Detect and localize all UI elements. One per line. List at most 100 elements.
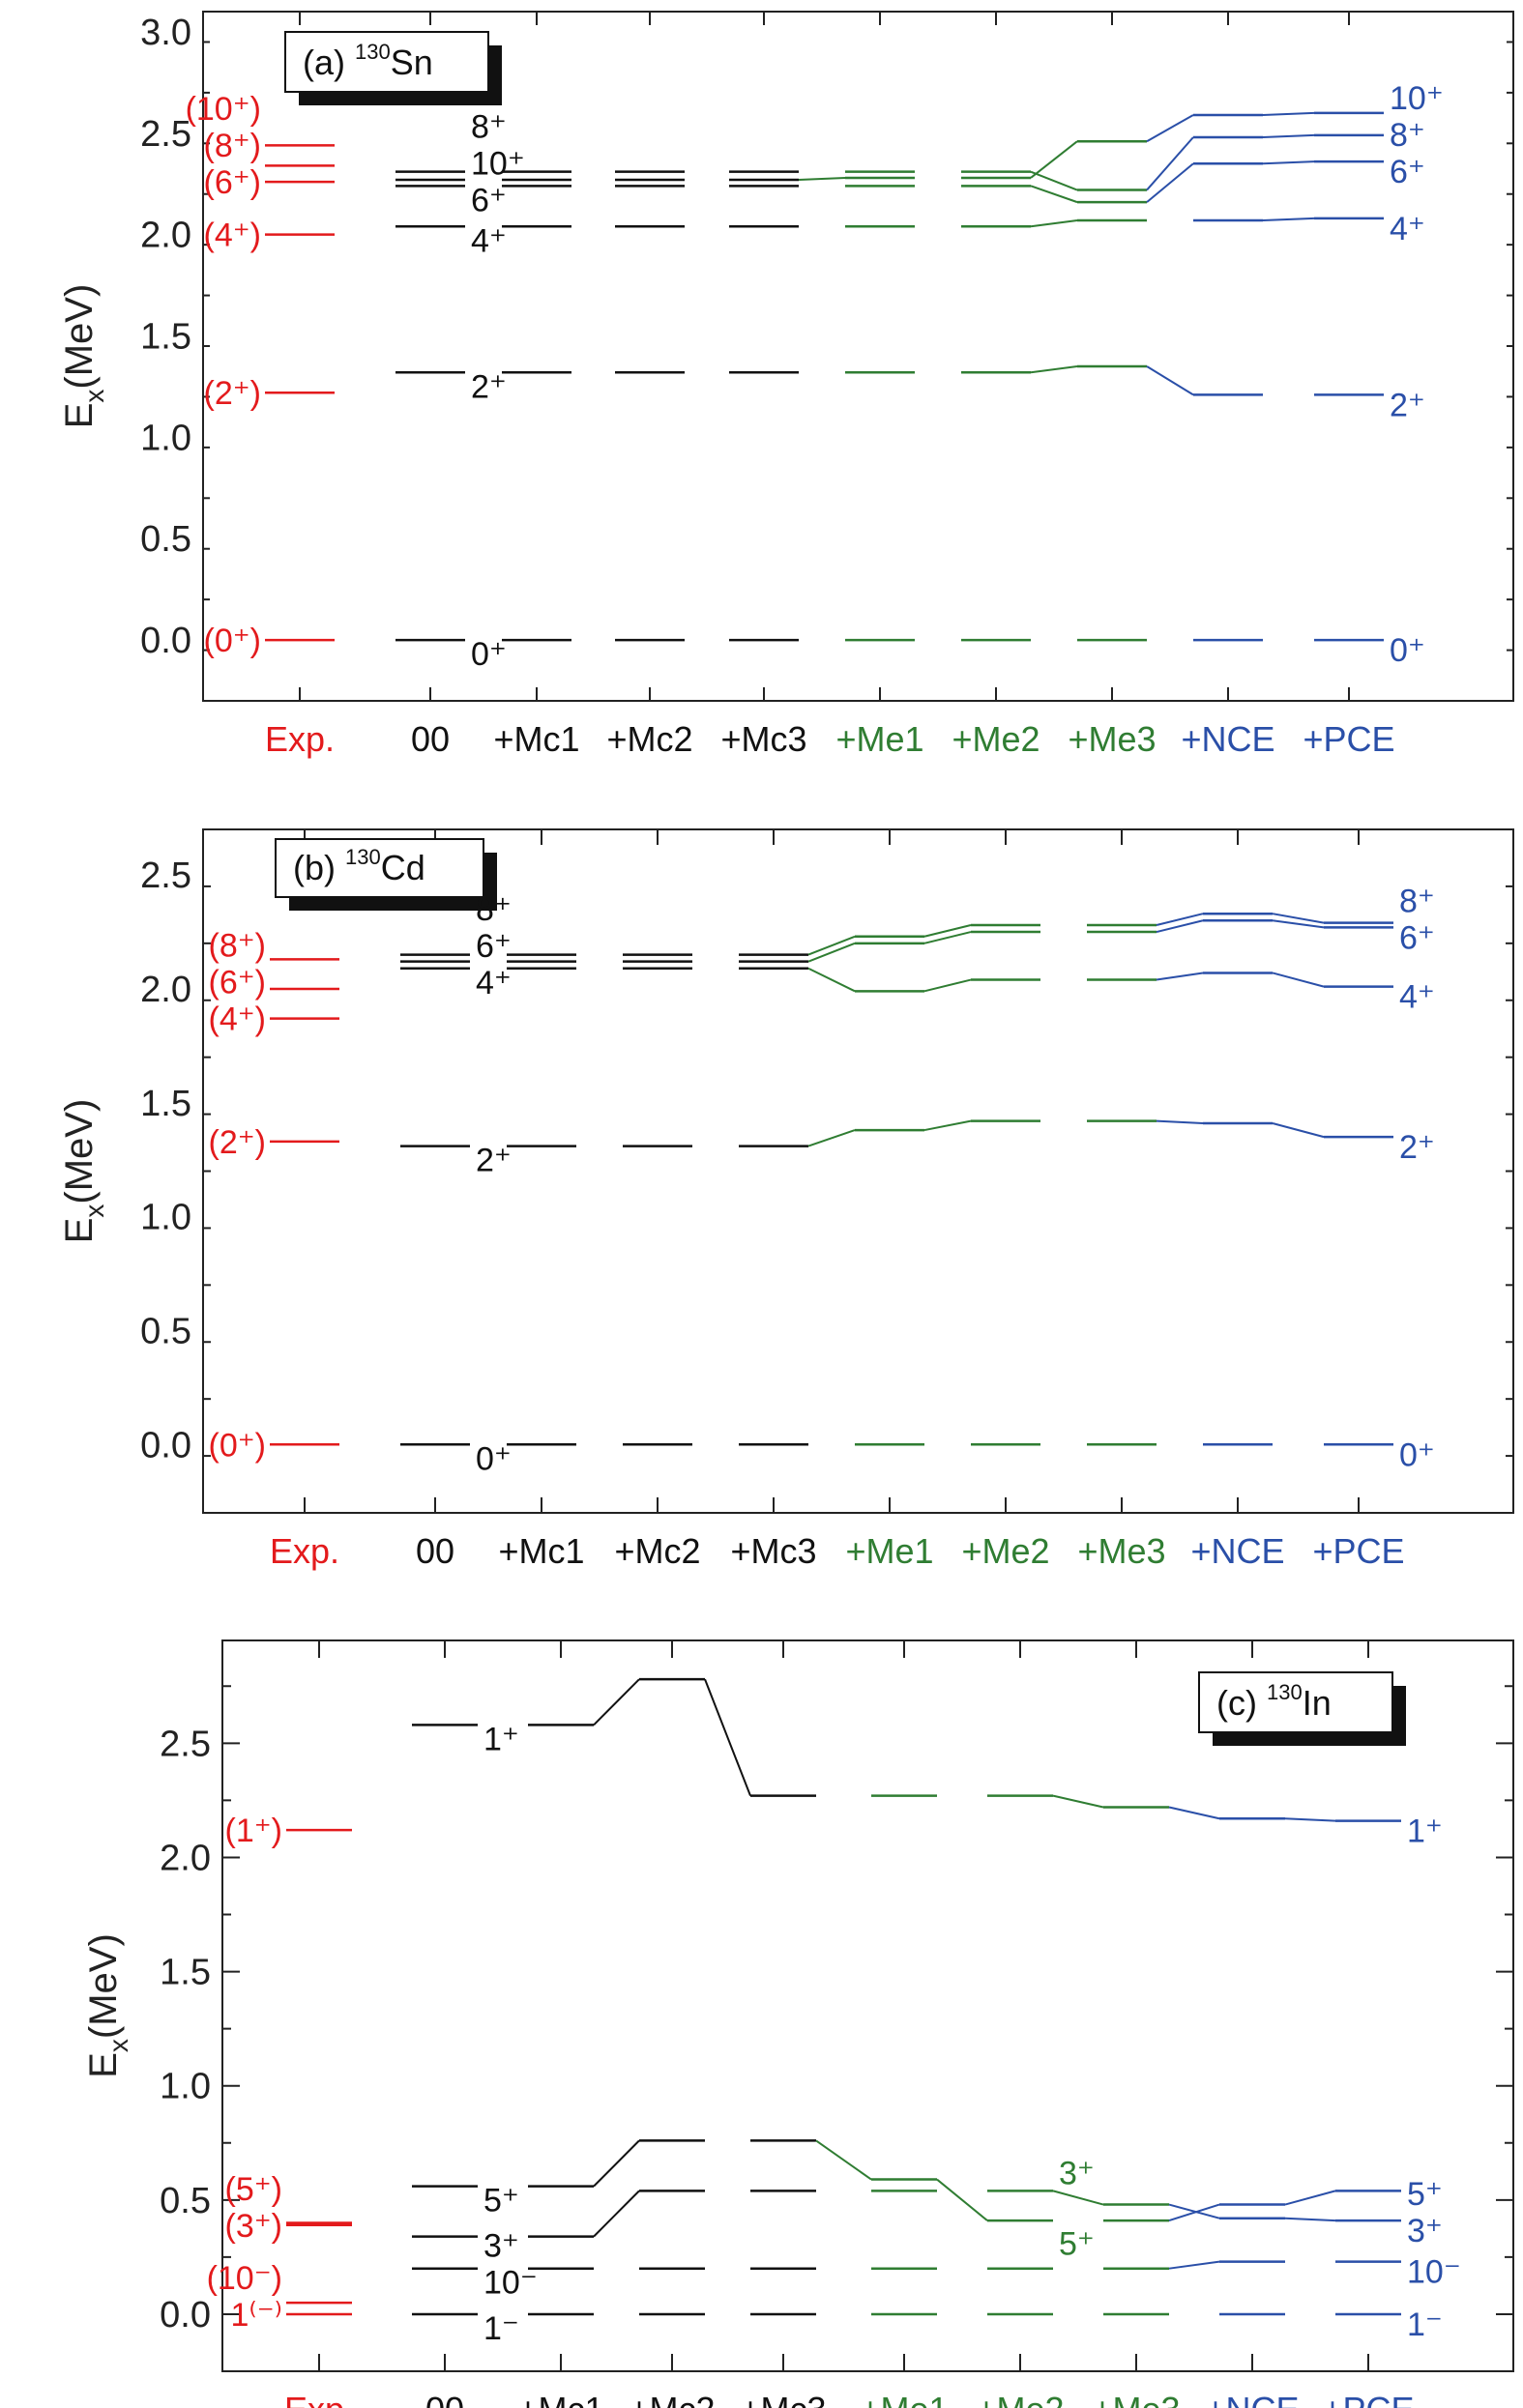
calc-level-label: 6⁺ (476, 928, 512, 965)
y-tick-label: 1.5 (140, 317, 191, 358)
level-connector (1030, 170, 1078, 191)
level-connector (1262, 133, 1315, 139)
plot-frame (202, 11, 1514, 702)
x-category-label: +NCE (1190, 1531, 1284, 1571)
level-connector (1052, 1794, 1104, 1809)
level-connector (1272, 913, 1325, 924)
calc-level-label: 2⁺ (471, 368, 507, 405)
exp-level-label: (5⁺) (225, 2171, 283, 2208)
panel-cd: 0.0 0.5 1.0 1.5 2.0 2.5 Ex(MeV) Exp. 00 +Mc1 +Mc2 +… (58, 828, 1514, 1571)
level-connector (704, 1678, 751, 1797)
level-connector (1272, 972, 1325, 988)
panel-in: 0.0 0.5 1.0 1.5 2.0 2.5 Ex(MeV) Exp. 00 +Mc1 +Mc2 +… (82, 1639, 1514, 2408)
level-connector (1284, 1817, 1336, 1822)
exp-level-label: (4⁺) (204, 218, 262, 254)
right-level-label: 0⁺ (1399, 1436, 1435, 1473)
x-category-label: +Me3 (1092, 2390, 1180, 2408)
y-tick-label: 1.5 (140, 1084, 191, 1124)
exp-level-label: 1⁽⁻⁾ (230, 2297, 282, 2334)
calc-level-label: 0⁺ (471, 636, 507, 673)
level-connector (815, 2139, 872, 2181)
x-category-label: +Me2 (976, 2390, 1064, 2408)
y-tick-label: 1.0 (160, 2067, 211, 2107)
calc-level-label: 4⁺ (471, 222, 507, 259)
right-level-label: 1⁺ (1407, 1813, 1443, 1850)
level-connector (1156, 919, 1204, 934)
panel-title: (b) 130Cd (293, 845, 425, 887)
right-level-label: 6⁺ (1399, 919, 1435, 956)
exp-level-label: (10⁻) (207, 2260, 282, 2297)
calc-level-label: 1⁺ (483, 1721, 519, 1757)
calc-level-label: 5⁺ (483, 2183, 519, 2219)
level-connector (593, 2139, 640, 2188)
right-level-label: 10⁻ (1407, 2254, 1461, 2291)
level-connector (1284, 2217, 1336, 2222)
level-connector (923, 924, 972, 938)
level-connector (798, 176, 846, 182)
y-axis-label: Ex(MeV) (58, 284, 109, 429)
right-level-label: 0⁺ (1390, 632, 1425, 669)
y-tick-label: 2.0 (160, 1838, 211, 1878)
exp-level-label: (6⁺) (209, 965, 267, 1001)
mid-level-label: 3⁺ (1059, 2155, 1095, 2191)
level-connector (1146, 114, 1194, 143)
x-category-label: +Mc3 (740, 2390, 826, 2408)
x-category-label: +PCE (1312, 1531, 1404, 1571)
y-tick-label: 2.5 (140, 856, 191, 896)
y-tick-label: 2.5 (160, 1724, 211, 1764)
right-level-label: 8⁺ (1390, 117, 1425, 154)
exp-level-label: (4⁺) (209, 1001, 267, 1038)
level-connector (1262, 111, 1315, 116)
exp-level-label: (2⁺) (209, 1124, 267, 1161)
calc-level-label: 0⁺ (476, 1440, 512, 1477)
y-axis-label: Ex(MeV) (82, 1933, 133, 2078)
y-tick-label: 0.5 (160, 2181, 211, 2221)
x-category-label: +Mc1 (498, 1531, 584, 1571)
level-connector (923, 931, 972, 944)
plot-frame (202, 828, 1514, 1514)
calc-level-label: 8⁺ (471, 108, 507, 145)
level-connector (1030, 140, 1078, 179)
exp-level-label: (0⁺) (204, 623, 262, 659)
exp-level-label: (2⁺) (204, 375, 262, 412)
y-tick-label: 1.0 (140, 418, 191, 458)
level-connector (1146, 136, 1194, 191)
right-level-label: 10⁺ (1390, 80, 1444, 117)
x-category-label: +Mc3 (720, 719, 806, 759)
x-category-label: +Mc1 (517, 2390, 603, 2408)
level-connector (593, 2190, 640, 2238)
title-box (1198, 1671, 1393, 1733)
exp-level-label: (6⁺) (204, 164, 262, 201)
calc-level-label: 10⁻ (483, 2265, 538, 2302)
right-level-label: 6⁺ (1390, 154, 1425, 190)
level-connector (1146, 365, 1194, 396)
x-category-label: +Mc1 (493, 719, 579, 759)
right-level-label: 4⁺ (1390, 211, 1425, 247)
right-level-label: 5⁺ (1407, 2176, 1443, 2213)
level-connector (923, 978, 972, 993)
level-connector (1168, 2203, 1220, 2222)
right-level-label: 1⁻ (1407, 2306, 1443, 2343)
y-tick-label: 0.5 (140, 1311, 191, 1351)
y-tick-label: 1.5 (160, 1953, 211, 1993)
exp-level-label: (3⁺) (225, 2208, 283, 2245)
right-level-label: 2⁺ (1399, 1129, 1435, 1166)
x-category-label: +Me2 (961, 1531, 1049, 1571)
y-tick-label: 0.0 (140, 621, 191, 661)
title-box (275, 838, 484, 898)
x-category-label: 00 (411, 719, 450, 759)
level-connector (1156, 913, 1204, 926)
level-connector (1272, 919, 1325, 929)
level-connector (593, 1678, 640, 1726)
title-box (284, 31, 489, 93)
level-connector (1146, 162, 1194, 203)
level-connector (1262, 160, 1315, 165)
x-category-label: 00 (416, 1531, 454, 1571)
panel-sn: 0.0 0.5 1.0 1.5 2.0 2.5 3.0 Ex(MeV) Exp. 00 +Mc1 +M… (58, 11, 1514, 759)
x-category-label: Exp. (265, 719, 335, 759)
y-tick-label: 1.0 (140, 1198, 191, 1238)
panel-title: (c) 130In (1216, 1680, 1332, 1723)
x-category-label: +Mc2 (606, 719, 692, 759)
level-connector (1156, 972, 1204, 981)
